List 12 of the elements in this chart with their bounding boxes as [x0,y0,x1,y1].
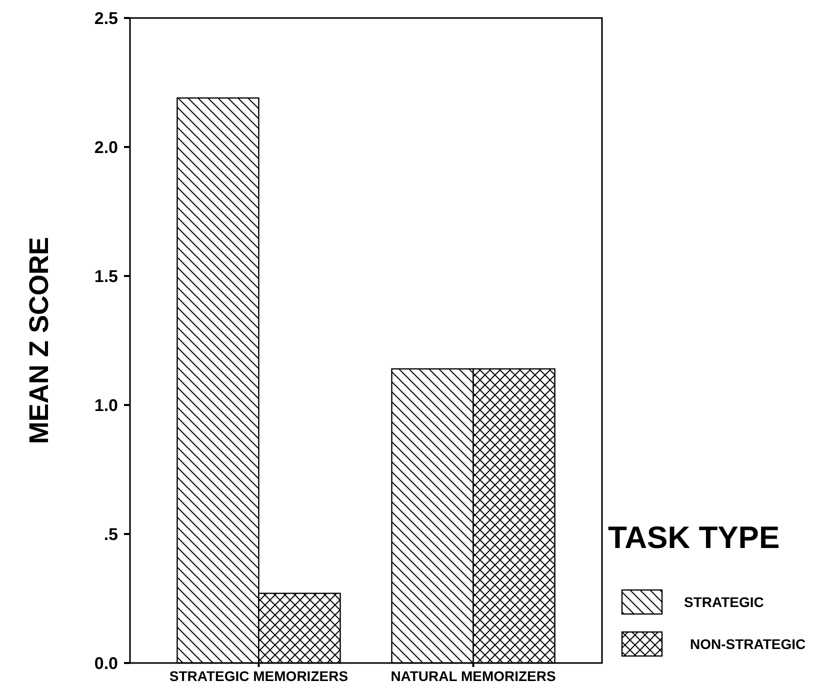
y-tick-label: 1.0 [94,396,118,415]
y-tick-label: 2.5 [94,8,118,28]
x-tick-label: STRATEGIC MEMORIZERS [169,668,348,684]
y-tick-label: 1.5 [94,266,118,286]
y-tick-label: 2.0 [94,138,118,157]
y-tick-label: 0.0 [94,654,118,673]
y-axis-title: MEAN Z SCORE [24,236,54,444]
y-tick-label: .5 [104,524,118,544]
x-tick-label: NATURAL MEMORIZERS [390,668,556,684]
legend-title: TASK TYPE [608,520,780,555]
legend-label: NON-STRATEGIC [690,636,806,652]
legend-label: STRATEGIC [684,594,764,610]
